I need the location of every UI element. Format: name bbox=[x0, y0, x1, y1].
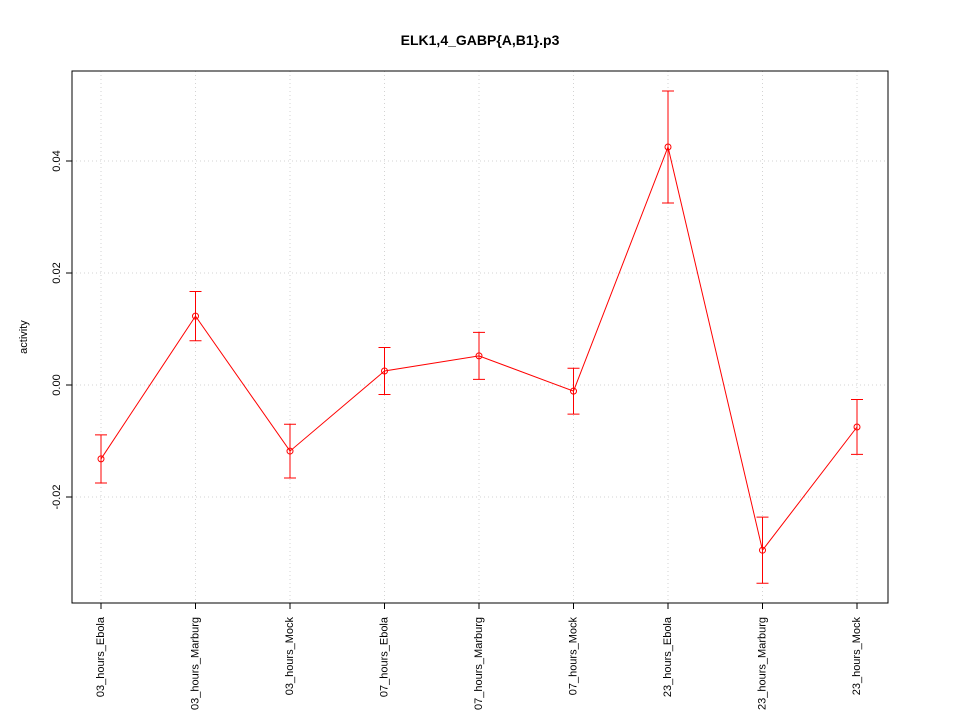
x-tick-label: 03_hours_Ebola bbox=[95, 616, 107, 697]
data-point bbox=[570, 387, 577, 395]
x-tick-label: 23_hours_Mock bbox=[851, 617, 863, 696]
error-bar bbox=[95, 434, 107, 484]
y-tick-label: 0.04 bbox=[51, 150, 63, 171]
data-point bbox=[286, 447, 294, 455]
data-point bbox=[664, 143, 672, 151]
data-point bbox=[853, 423, 861, 431]
error-bar bbox=[473, 331, 485, 380]
x-tick-label: 03_hours_Marburg bbox=[189, 617, 201, 710]
error-bar bbox=[662, 90, 674, 204]
error-bar bbox=[284, 423, 296, 479]
error-bar bbox=[756, 516, 769, 584]
x-tick-label: 23_hours_Marburg bbox=[756, 617, 768, 710]
x-tick-label: 07_hours_Mock bbox=[567, 617, 579, 696]
y-axis-label: activity bbox=[18, 320, 30, 354]
error-bar bbox=[378, 346, 391, 396]
x-tick-label: 03_hours_Mock bbox=[284, 617, 296, 696]
plot-frame bbox=[71, 70, 889, 604]
error-bar bbox=[567, 367, 580, 415]
data-point bbox=[759, 546, 766, 554]
error-bar bbox=[851, 399, 863, 455]
error-bar bbox=[189, 290, 202, 342]
x-tick-label: 23_hours_Ebola bbox=[662, 616, 674, 697]
y-tick-label: 0.02 bbox=[51, 262, 63, 283]
data-point bbox=[97, 455, 105, 463]
data-point bbox=[192, 312, 199, 320]
data-point bbox=[475, 352, 483, 360]
data-point bbox=[381, 367, 388, 375]
y-tick-label: -0.02 bbox=[51, 484, 63, 509]
x-tick-label: 07_hours_Marburg bbox=[473, 617, 485, 710]
chart-title: ELK1,4_GABP{A,B1}.p3 bbox=[401, 32, 560, 48]
y-tick-label: 0.00 bbox=[51, 374, 63, 395]
x-tick-label: 07_hours_Ebola bbox=[378, 616, 390, 697]
